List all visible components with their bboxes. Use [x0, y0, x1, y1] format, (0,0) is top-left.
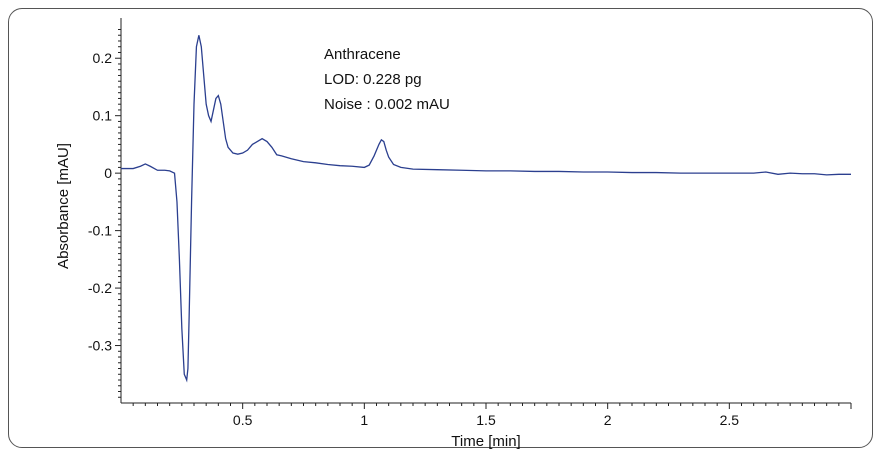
y-tick-label: -0.1 — [88, 223, 112, 239]
x-axis: 0.5 1 1.5 2 2.5 — [121, 402, 852, 428]
y-tick-label: 0 — [104, 165, 112, 181]
y-tick-label: -0.2 — [88, 280, 112, 296]
y-axis-title: Absorbance [mAU] — [55, 143, 72, 269]
x-tick-label: 1.5 — [476, 412, 496, 428]
y-tick-label: -0.3 — [88, 338, 112, 354]
y-axis: 0.2 0.1 0 -0.1 -0.2 -0.3 — [88, 18, 122, 403]
annotation-lod: LOD: 0.228 pg — [324, 71, 422, 88]
annotation-noise: Noise : 0.002 mAU — [324, 96, 450, 113]
annotation-compound: Anthracene — [324, 46, 401, 63]
x-tick-label: 2.5 — [720, 412, 740, 428]
x-axis-title: Time [min] — [451, 433, 520, 450]
y-tick-label: 0.2 — [93, 50, 113, 66]
chart-frame — [8, 8, 873, 448]
y-tick-label: 0.1 — [93, 108, 113, 124]
series-line — [121, 35, 851, 383]
x-tick-label: 0.5 — [233, 412, 253, 428]
x-tick-label: 2 — [604, 412, 612, 428]
x-tick-label: 1 — [360, 412, 368, 428]
